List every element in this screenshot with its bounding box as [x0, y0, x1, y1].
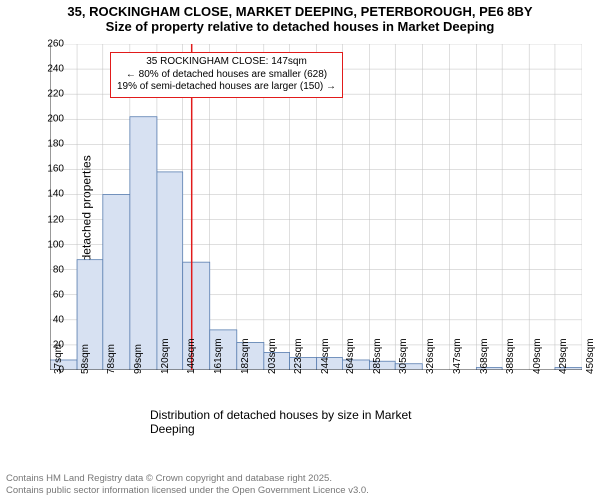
- annotation-line3: 19% of semi-detached houses are larger (…: [117, 81, 336, 94]
- y-tick: 120: [36, 214, 64, 225]
- y-tick: 240: [36, 64, 64, 75]
- x-tick: 161sqm: [213, 338, 224, 374]
- x-tick: 388sqm: [505, 338, 516, 374]
- footer-line2: Contains public sector information licen…: [6, 485, 369, 497]
- x-tick: 368sqm: [479, 338, 490, 374]
- x-tick: 58sqm: [80, 344, 91, 374]
- x-tick: 347sqm: [452, 338, 463, 374]
- chart-title-line2: Size of property relative to detached ho…: [0, 19, 600, 34]
- x-tick: 120sqm: [160, 338, 171, 374]
- x-tick: 326sqm: [425, 338, 436, 374]
- x-tick: 429sqm: [558, 338, 569, 374]
- chart-title-line1: 35, ROCKINGHAM CLOSE, MARKET DEEPING, PE…: [0, 4, 600, 19]
- x-tick: 244sqm: [320, 338, 331, 374]
- x-tick: 409sqm: [532, 338, 543, 374]
- y-tick: 260: [36, 39, 64, 50]
- y-tick: 80: [36, 264, 64, 275]
- x-tick: 264sqm: [345, 338, 356, 374]
- y-tick: 60: [36, 289, 64, 300]
- annotation-line2: ← 80% of detached houses are smaller (62…: [117, 69, 336, 82]
- y-tick: 100: [36, 239, 64, 250]
- y-tick: 40: [36, 314, 64, 325]
- x-tick: 78sqm: [106, 344, 117, 374]
- annotation-box: 35 ROCKINGHAM CLOSE: 147sqm ← 80% of det…: [110, 52, 343, 98]
- y-tick: 200: [36, 114, 64, 125]
- x-tick: 223sqm: [293, 338, 304, 374]
- x-tick: 182sqm: [240, 338, 251, 374]
- y-tick: 140: [36, 189, 64, 200]
- x-axis-label: Distribution of detached houses by size …: [150, 408, 450, 436]
- footer-attribution: Contains HM Land Registry data © Crown c…: [6, 473, 369, 497]
- y-tick: 220: [36, 89, 64, 100]
- x-tick: 305sqm: [398, 338, 409, 374]
- x-tick: 37sqm: [53, 344, 64, 374]
- x-tick: 203sqm: [267, 338, 278, 374]
- y-tick: 160: [36, 164, 64, 175]
- footer-line1: Contains HM Land Registry data © Crown c…: [6, 473, 369, 485]
- annotation-line1: 35 ROCKINGHAM CLOSE: 147sqm: [117, 56, 336, 69]
- x-tick: 99sqm: [133, 344, 144, 374]
- x-tick: 450sqm: [585, 338, 596, 374]
- y-tick: 180: [36, 139, 64, 150]
- plot-area: Number of detached properties 0204060801…: [0, 38, 600, 438]
- x-tick: 285sqm: [372, 338, 383, 374]
- x-tick: 140sqm: [186, 338, 197, 374]
